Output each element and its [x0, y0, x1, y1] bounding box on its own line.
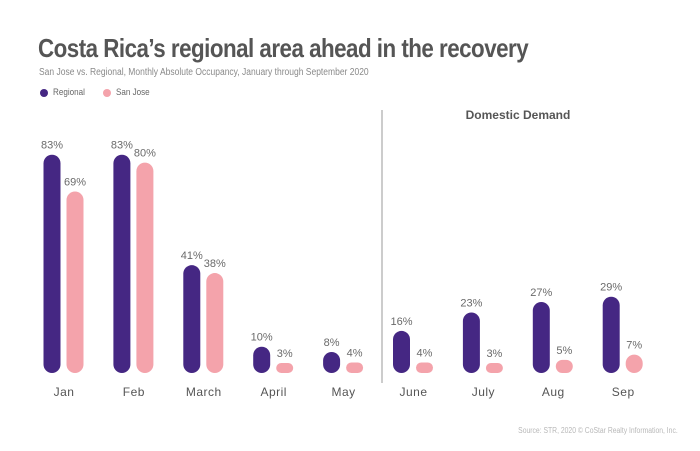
legend-swatch-regional — [40, 88, 48, 97]
bar-regional-aug — [532, 301, 550, 373]
bar-regional-jan — [43, 154, 61, 373]
value-label-san-jose-jan: 69% — [64, 177, 86, 189]
value-labels-group: 83%69%83%80%41%38%10%3%8%4%16%4%23%3%27%… — [41, 140, 642, 360]
bar-regional-april — [253, 346, 271, 373]
legend: Regional San Jose — [40, 87, 167, 98]
value-label-regional-june: 16% — [390, 316, 412, 328]
bar-regional-feb — [113, 154, 131, 373]
legend-item-san-jose: San Jose — [102, 87, 156, 98]
bar-san-jose-april — [276, 363, 294, 373]
value-label-regional-july: 23% — [460, 298, 482, 310]
category-label-feb: Feb — [123, 385, 145, 399]
value-label-regional-aug: 27% — [530, 287, 552, 299]
value-label-san-jose-aug: 5% — [556, 345, 572, 357]
category-label-march: March — [186, 385, 222, 399]
legend-label-regional: Regional — [53, 87, 85, 98]
value-label-regional-may: 8% — [324, 337, 340, 349]
value-label-san-jose-june: 4% — [417, 347, 433, 359]
bar-san-jose-aug — [555, 359, 573, 373]
legend-label-san-jose: San Jose — [115, 87, 150, 98]
value-label-san-jose-july: 3% — [486, 348, 502, 360]
bar-san-jose-sep — [625, 354, 643, 373]
category-label-jan: Jan — [54, 385, 75, 399]
bar-san-jose-may — [346, 362, 364, 373]
value-label-regional-sep: 29% — [600, 282, 622, 294]
legend-swatch-san-jose — [102, 88, 111, 97]
category-label-aug: Aug — [542, 385, 565, 399]
bar-regional-sep — [602, 296, 620, 373]
legend-item-regional: Regional — [40, 87, 91, 98]
bar-regional-july — [462, 312, 480, 373]
category-labels-group: Jan Feb March April May June July Aug Sep — [54, 385, 635, 399]
bar-regional-march — [183, 265, 201, 373]
category-label-july: July — [472, 385, 495, 399]
bar-san-jose-june — [416, 362, 433, 373]
chart-subtitle: San Jose vs. Regional, Monthly Absolute … — [39, 67, 369, 78]
value-label-regional-feb: 83% — [111, 140, 133, 152]
value-label-san-jose-feb: 80% — [134, 148, 156, 160]
value-label-san-jose-april: 3% — [277, 348, 293, 360]
value-label-san-jose-may: 4% — [347, 347, 363, 359]
chart-title: Costa Rica’s regional area ahead in the … — [38, 33, 529, 63]
value-label-regional-april: 10% — [251, 332, 273, 344]
bar-san-jose-march — [206, 273, 224, 373]
bar-san-jose-feb — [136, 162, 154, 373]
value-label-san-jose-sep: 7% — [626, 340, 642, 352]
domestic-demand-label: Domestic Demand — [466, 108, 571, 122]
bar-regional-june — [393, 330, 410, 373]
bar-regional-may — [323, 351, 341, 373]
value-label-san-jose-march: 38% — [204, 258, 226, 270]
value-label-regional-march: 41% — [181, 250, 203, 262]
category-label-may: May — [332, 385, 356, 399]
category-label-june: June — [399, 385, 427, 399]
bar-san-jose-jan — [66, 191, 84, 373]
bar-san-jose-july — [485, 363, 503, 373]
category-label-april: April — [260, 385, 287, 399]
source-note: Source: STR, 2020 © CoStar Realty Inform… — [518, 426, 678, 435]
bars-group — [43, 154, 643, 373]
value-label-regional-jan: 83% — [41, 140, 63, 152]
category-label-sep: Sep — [612, 385, 635, 399]
